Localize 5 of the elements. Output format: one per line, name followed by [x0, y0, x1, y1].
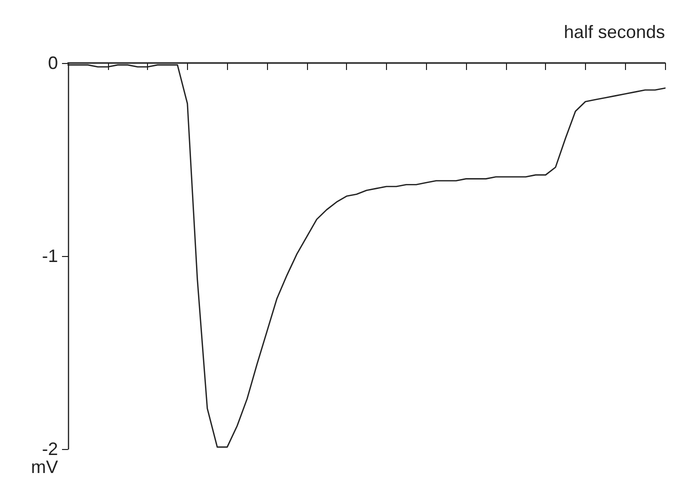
y-tick-label: -2 — [42, 439, 58, 459]
y-tick-label: 0 — [48, 53, 58, 73]
y-tick-label: -1 — [42, 246, 58, 266]
y-axis-title: mV — [31, 456, 58, 477]
x-axis-title: half seconds — [564, 22, 665, 42]
